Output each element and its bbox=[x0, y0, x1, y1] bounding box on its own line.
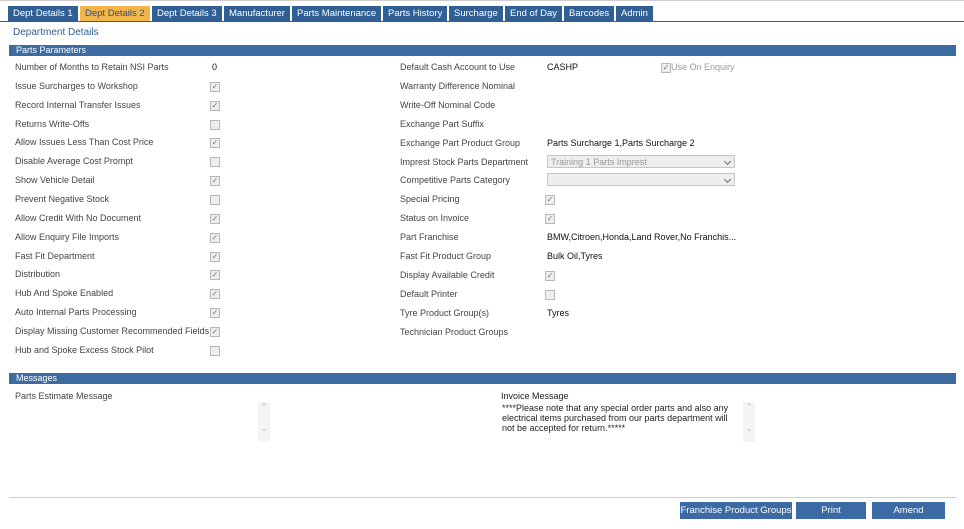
field-label: Returns Write-Offs bbox=[15, 118, 90, 129]
checkbox[interactable]: ✓ bbox=[210, 213, 220, 224]
field-label: Allow Credit With No Document bbox=[15, 212, 142, 223]
checkbox[interactable]: ✓ bbox=[545, 214, 555, 225]
field-value[interactable]: 0 bbox=[212, 62, 218, 72]
checkbox[interactable]: ✓ bbox=[210, 270, 220, 281]
field-label: Warranty Difference Nominal bbox=[400, 80, 516, 91]
panel-header: Parts Parameters bbox=[9, 45, 956, 56]
separator bbox=[9, 497, 956, 498]
scrollbar[interactable]: ⌃ ⌄ bbox=[743, 402, 755, 442]
field-label: Fast Fit Product Group bbox=[400, 251, 492, 261]
checkbox[interactable]: ✓ bbox=[661, 63, 671, 73]
field-label: Distribution bbox=[15, 269, 61, 280]
field-value[interactable]: CASHP bbox=[547, 62, 579, 72]
checkbox[interactable]: ✓ bbox=[210, 326, 220, 337]
tab[interactable]: Manufacturer bbox=[224, 6, 291, 21]
field-label: Technician Product Groups bbox=[400, 326, 509, 337]
checkbox[interactable] bbox=[210, 119, 220, 130]
field-label: Display Missing Customer Recommended Fie… bbox=[15, 325, 210, 336]
section-title: Department Details bbox=[13, 27, 99, 38]
tab[interactable]: Dept Details 1 bbox=[8, 6, 79, 21]
field-label: Parts Estimate Message bbox=[15, 391, 113, 401]
field-label: Auto Internal Parts Processing bbox=[15, 307, 137, 318]
tab[interactable]: Admin bbox=[616, 6, 654, 21]
field-label: Allow Issues Less Than Cost Price bbox=[15, 137, 154, 148]
field-label: Imprest Stock Parts Department bbox=[400, 156, 529, 167]
tab-underline bbox=[0, 21, 964, 22]
field-value[interactable]: Tyres bbox=[547, 307, 570, 318]
checkbox[interactable]: ✓ bbox=[210, 308, 220, 319]
field-label: Show Vehicle Detail bbox=[15, 175, 95, 186]
checkbox[interactable]: ✓ bbox=[210, 289, 220, 300]
top-border bbox=[0, 0, 964, 1]
field-label: Display Available Credit bbox=[400, 269, 495, 280]
field-label: Default Printer bbox=[400, 288, 458, 299]
field-label: Special Pricing bbox=[400, 194, 460, 205]
field-label: Write-Off Nominal Code bbox=[400, 99, 496, 110]
panel-header: Messages bbox=[9, 373, 956, 384]
button[interactable]: Franchise Product Groups bbox=[680, 502, 792, 519]
button[interactable]: Print bbox=[796, 502, 866, 519]
field-label: Number of Months to Retain NSI Parts bbox=[15, 62, 169, 72]
tab[interactable]: End of Day bbox=[505, 6, 563, 21]
dropdown[interactable] bbox=[547, 173, 735, 187]
field-label: Competitive Parts Category bbox=[400, 175, 511, 186]
checkbox[interactable]: ✓ bbox=[210, 176, 220, 187]
field-label: Prevent Negative Stock bbox=[15, 193, 110, 204]
field-label: Fast Fit Department bbox=[15, 250, 95, 261]
field-label: Default Cash Account to Use bbox=[400, 62, 516, 72]
tab[interactable]: Parts History bbox=[383, 6, 449, 21]
checkbox[interactable]: ✓ bbox=[210, 232, 220, 243]
field-label: Exchange Part Suffix bbox=[400, 118, 484, 129]
field-value[interactable]: Bulk Oil,Tyres bbox=[547, 251, 603, 261]
checkbox[interactable] bbox=[210, 157, 220, 168]
field-label: Status on Invoice bbox=[400, 213, 470, 224]
dropdown[interactable]: Training 1 Parts Imprest bbox=[547, 154, 735, 168]
checkbox[interactable]: ✓ bbox=[210, 138, 220, 149]
tab[interactable]: Dept Details 2 bbox=[80, 6, 151, 21]
checkbox[interactable]: ✓ bbox=[210, 81, 220, 92]
checkbox[interactable] bbox=[210, 194, 220, 205]
checkbox[interactable]: ✓ bbox=[210, 100, 220, 111]
field-label: Record Internal Transfer Issues bbox=[15, 99, 141, 110]
field-label: Exchange Part Product Group bbox=[400, 137, 521, 148]
field-value[interactable]: BMW,Citroen,Honda,Land Rover,No Franchis… bbox=[547, 232, 737, 243]
tab[interactable]: Surcharge bbox=[449, 6, 504, 21]
checkbox[interactable]: ✓ bbox=[545, 195, 555, 206]
checkbox[interactable]: ✓ bbox=[210, 251, 220, 262]
invoice-message[interactable]: ****Please note that any special order p… bbox=[502, 403, 729, 433]
field-label: Disable Average Cost Prompt bbox=[15, 156, 133, 167]
field-label: Hub and Spoke Excess Stock Pilot bbox=[15, 344, 154, 355]
field-label: Tyre Product Group(s) bbox=[400, 307, 490, 318]
option-label: Use On Enquiry bbox=[671, 62, 735, 72]
field-value[interactable]: Parts Surcharge 1,Parts Surcharge 2 bbox=[547, 137, 695, 148]
checkbox[interactable] bbox=[210, 345, 220, 356]
checkbox[interactable] bbox=[545, 289, 555, 300]
checkbox[interactable]: ✓ bbox=[545, 270, 555, 281]
field-label: Hub And Spoke Enabled bbox=[15, 288, 114, 299]
tab[interactable]: Parts Maintenance bbox=[292, 6, 383, 21]
button[interactable]: Amend bbox=[872, 502, 945, 519]
field-label: Invoice Message bbox=[501, 391, 569, 401]
tab[interactable]: Barcodes bbox=[564, 6, 616, 21]
scrollbar[interactable]: ⌃ ⌄ bbox=[258, 402, 270, 442]
field-label: Issue Surcharges to Workshop bbox=[15, 80, 138, 91]
field-label: Allow Enquiry File Imports bbox=[15, 231, 120, 242]
field-label: Part Franchise bbox=[400, 232, 459, 243]
tab[interactable]: Dept Details 3 bbox=[152, 6, 223, 21]
